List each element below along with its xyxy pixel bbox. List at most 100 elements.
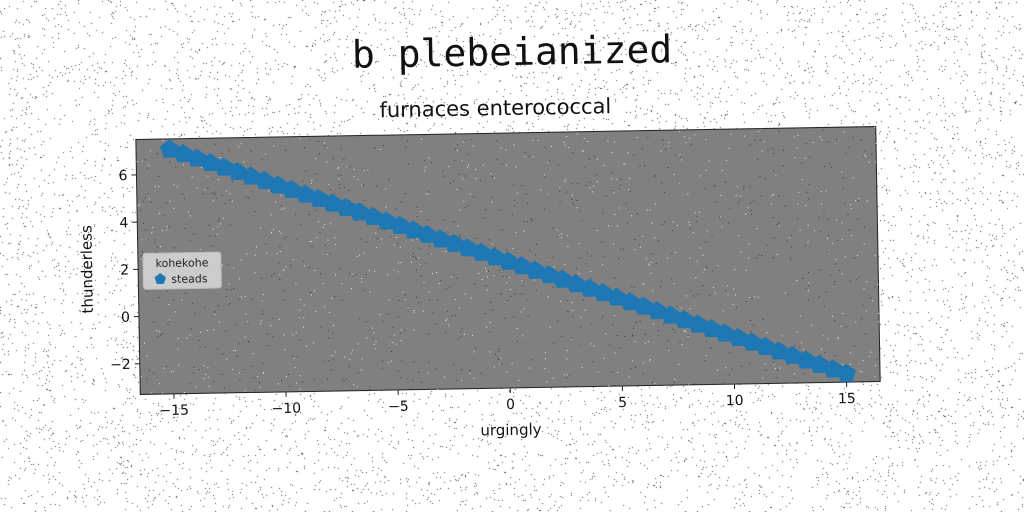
plot-speckle: [453, 274, 454, 275]
plot-speckle: [755, 140, 756, 141]
plot-speckle: [334, 297, 335, 298]
plot-speckle: [808, 290, 809, 291]
plot-speckle: [159, 383, 160, 384]
plot-speckle: [281, 205, 282, 206]
plot-speckle: [344, 356, 345, 357]
plot-speckle: [252, 366, 253, 367]
plot-speckle: [544, 174, 545, 175]
plot-speckle: [805, 205, 806, 206]
plot-speckle: [807, 192, 808, 193]
plot-speckle: [779, 226, 780, 227]
plot-speckle: [587, 141, 588, 142]
plot-speckle: [361, 358, 362, 359]
plot-speckle: [775, 175, 776, 176]
plot-speckle: [414, 310, 415, 311]
plot-speckle: [825, 352, 826, 353]
plot-speckle: [225, 203, 226, 204]
plot-speckle: [309, 267, 310, 268]
plot-speckle: [416, 269, 417, 270]
plot-speckle: [777, 377, 778, 378]
plot-speckle: [271, 215, 272, 216]
plot-speckle: [878, 313, 879, 314]
plot-speckle: [825, 190, 826, 191]
plot-speckle: [774, 237, 775, 238]
plot-speckle: [417, 207, 418, 208]
plot-speckle: [208, 377, 209, 378]
plot-speckle: [660, 151, 661, 152]
plot-speckle: [231, 289, 232, 290]
plot-speckle: [475, 178, 476, 179]
plot-speckle: [664, 221, 665, 222]
plot-speckle: [341, 175, 342, 176]
plot-speckle: [367, 170, 368, 171]
plot-speckle: [828, 339, 829, 340]
plot-speckle: [553, 228, 554, 229]
plot-speckle: [783, 150, 784, 151]
plot-speckle: [418, 257, 419, 258]
plot-speckle: [382, 368, 383, 369]
plot-speckle: [262, 310, 263, 311]
plot-speckle: [580, 345, 581, 346]
plot-speckle: [426, 263, 427, 264]
plot-speckle: [485, 313, 486, 314]
plot-speckle: [146, 378, 147, 379]
plot-speckle: [225, 331, 226, 332]
plot-speckle: [217, 226, 218, 227]
plot-speckle: [415, 257, 416, 258]
plot-speckle: [532, 220, 533, 221]
plot-speckle: [495, 246, 496, 247]
plot-speckle: [173, 299, 174, 300]
plot-speckle: [642, 148, 643, 149]
plot-speckle: [273, 318, 274, 319]
plot-speckle: [858, 277, 859, 278]
plot-speckle: [239, 343, 240, 344]
plot-speckle: [260, 227, 261, 228]
plot-speckle: [170, 201, 171, 202]
plot-speckle: [350, 353, 351, 354]
plot-speckle: [265, 244, 266, 245]
plot-speckle: [338, 167, 339, 168]
plot-speckle: [634, 287, 635, 288]
plot-speckle: [639, 165, 640, 166]
plot-speckle: [502, 164, 503, 165]
plot-speckle: [401, 329, 402, 330]
plot-speckle: [151, 202, 152, 203]
plot-speckle: [613, 192, 614, 193]
plot-speckle: [300, 224, 301, 225]
plot-speckle: [288, 374, 289, 375]
x-tick-label: −10: [271, 401, 301, 418]
plot-speckle: [217, 349, 218, 350]
plot-speckle: [383, 321, 384, 322]
plot-speckle: [376, 186, 377, 187]
plot-speckle: [688, 222, 689, 223]
plot-speckle: [623, 163, 624, 164]
plot-speckle: [218, 220, 219, 221]
plot-speckle: [819, 217, 820, 218]
plot-speckle: [874, 376, 875, 377]
plot-speckle: [320, 273, 321, 274]
plot-speckle: [147, 291, 148, 292]
plot-speckle: [582, 367, 583, 368]
plot-speckle: [433, 313, 434, 314]
plot-speckle: [315, 158, 316, 159]
plot-speckle: [358, 372, 359, 373]
plot-speckle: [205, 374, 206, 375]
plot-speckle: [190, 215, 191, 216]
plot-speckle: [821, 139, 822, 140]
plot-speckle: [218, 305, 219, 306]
plot-speckle: [658, 335, 659, 336]
plot-speckle: [767, 149, 768, 150]
plot-speckle: [423, 282, 424, 283]
plot-speckle: [865, 150, 866, 151]
plot-speckle: [389, 179, 390, 180]
plot-speckle: [501, 363, 502, 364]
plot-speckle: [617, 335, 618, 336]
plot-speckle: [467, 167, 468, 168]
plot-speckle: [855, 200, 856, 201]
plot-speckle: [874, 127, 875, 128]
plot-speckle: [363, 290, 364, 291]
plot-speckle: [396, 237, 397, 238]
plot-speckle: [207, 176, 208, 177]
plot-speckle: [233, 288, 234, 289]
plot-speckle: [473, 351, 474, 352]
